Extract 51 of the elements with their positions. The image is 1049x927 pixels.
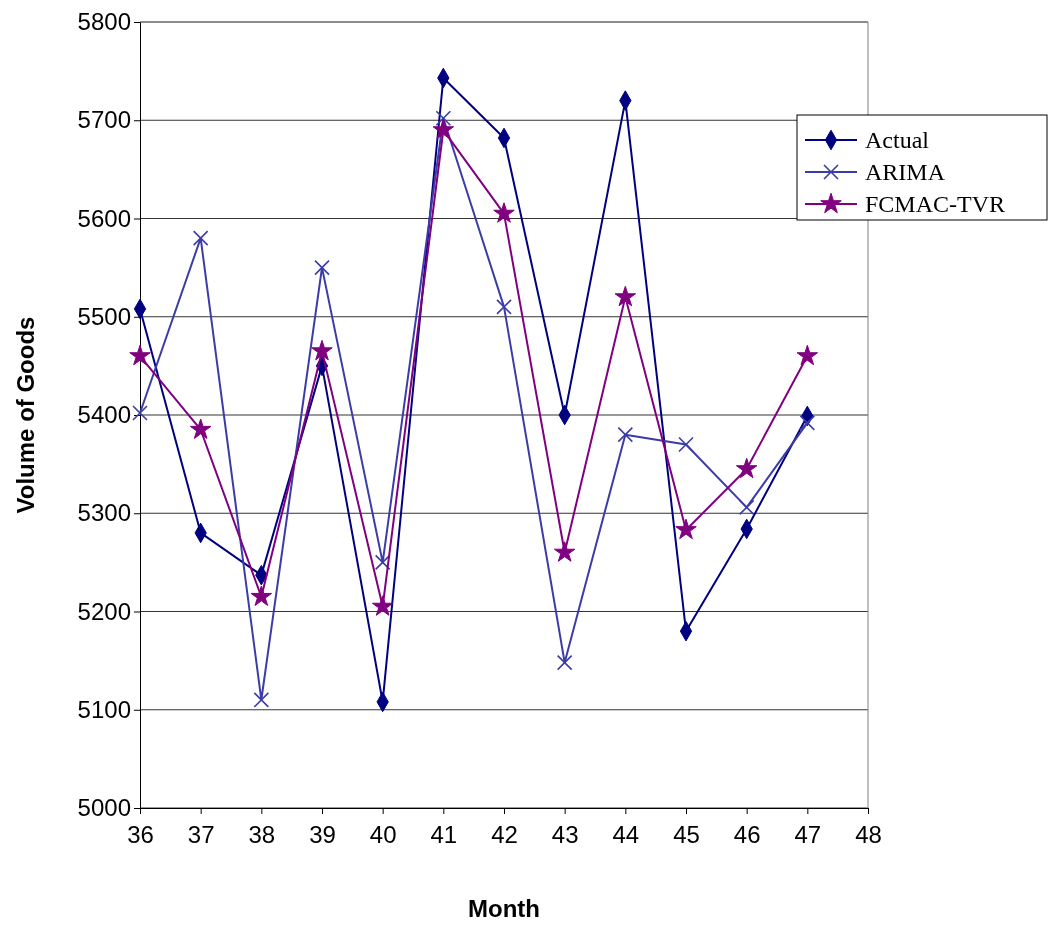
point	[738, 499, 755, 516]
point	[556, 654, 573, 671]
point	[493, 202, 515, 223]
point	[799, 415, 816, 431]
legend-label: Actual	[865, 127, 930, 153]
y-tick-label: 5200	[77, 597, 131, 625]
point	[675, 518, 697, 540]
x-tick-label: 43	[551, 821, 579, 849]
x-tick-label: 40	[369, 821, 397, 849]
legend-label: ARIMA	[865, 159, 946, 185]
point	[311, 339, 333, 361]
y-tick-label: 5000	[77, 794, 131, 822]
x-tick-label: 48	[855, 821, 882, 849]
y-tick-label: 5100	[77, 695, 131, 723]
y-tick-label: 5400	[77, 401, 131, 429]
point	[678, 436, 694, 453]
point	[735, 457, 758, 479]
point	[371, 595, 394, 616]
point	[435, 110, 452, 127]
point	[192, 230, 209, 246]
y-tick-label: 5300	[77, 499, 131, 527]
point	[253, 692, 270, 708]
y-tick-label: 5700	[77, 106, 131, 134]
y-tick-label: 5800	[77, 8, 131, 36]
point	[314, 259, 330, 276]
point	[129, 344, 151, 366]
x-tick-label: 45	[673, 821, 700, 849]
x-tick-label: 46	[733, 821, 761, 849]
x-axis-title: Month	[468, 895, 540, 922]
y-tick-label: 5600	[77, 204, 131, 232]
x-tick-label: 37	[187, 821, 215, 849]
point	[496, 299, 512, 315]
x-tick-label: 39	[309, 821, 336, 849]
x-tick-label: 38	[248, 821, 276, 849]
point	[614, 285, 637, 307]
point	[250, 585, 273, 606]
y-tick-label: 5500	[77, 302, 131, 330]
x-tick-label: 36	[127, 821, 154, 849]
x-tick-label: 44	[612, 821, 640, 849]
point	[796, 344, 819, 366]
x-tick-label: 47	[794, 821, 822, 849]
x-tick-label: 42	[491, 821, 518, 849]
point	[374, 554, 391, 571]
point	[189, 418, 212, 439]
point	[432, 118, 455, 140]
point	[617, 426, 634, 443]
point	[132, 405, 148, 421]
point	[553, 541, 576, 562]
legend-label: FCMAC-TVR	[865, 191, 1006, 217]
y-axis-title: Volume of Goods	[12, 316, 39, 514]
x-tick-label: 41	[430, 821, 458, 849]
